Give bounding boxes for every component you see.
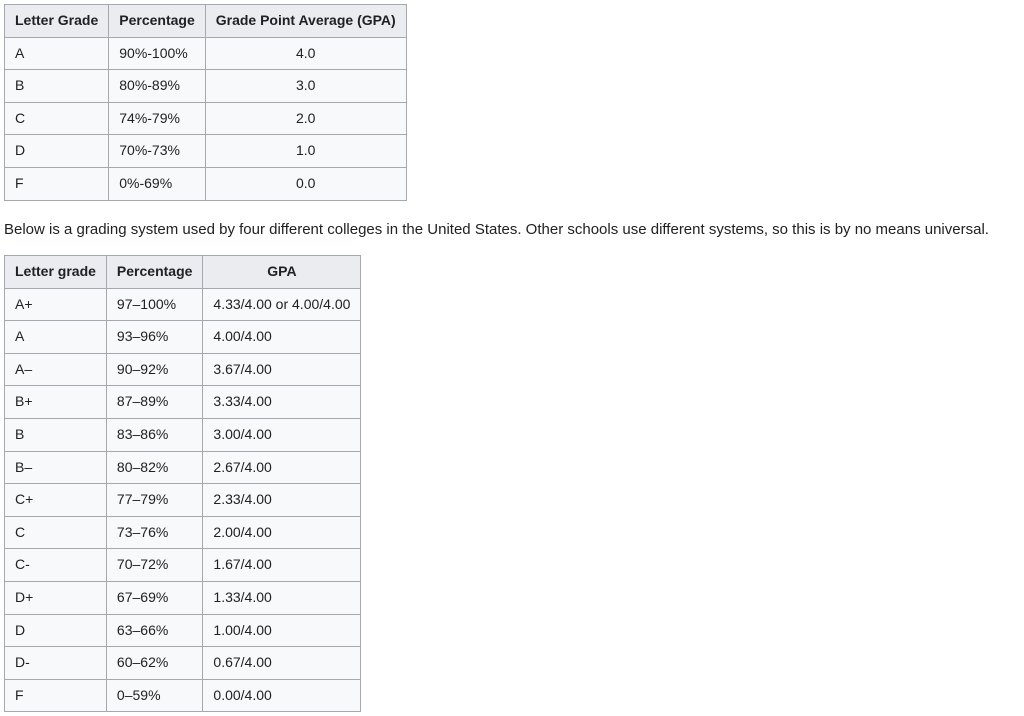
cell-percentage: 0–59%: [106, 679, 202, 712]
simple-grade-table: Letter Grade Percentage Grade Point Aver…: [4, 4, 407, 201]
table-row: B+ 87–89% 3.33/4.00: [5, 386, 361, 419]
table-row: F 0%-69% 0.0: [5, 167, 407, 200]
cell-percentage: 70%-73%: [109, 135, 205, 168]
cell-gpa: 2.00/4.00: [203, 516, 361, 549]
cell-gpa: 0.00/4.00: [203, 679, 361, 712]
cell-gpa: 0.67/4.00: [203, 647, 361, 680]
cell-letter: B: [5, 70, 109, 103]
cell-letter: A: [5, 37, 109, 70]
cell-percentage: 63–66%: [106, 614, 202, 647]
cell-percentage: 80–82%: [106, 451, 202, 484]
cell-gpa: 2.33/4.00: [203, 484, 361, 517]
cell-percentage: 90–92%: [106, 353, 202, 386]
cell-gpa: 1.00/4.00: [203, 614, 361, 647]
cell-percentage: 60–62%: [106, 647, 202, 680]
cell-gpa: 1.33/4.00: [203, 582, 361, 615]
cell-gpa: 2.0: [205, 102, 406, 135]
cell-letter: B+: [5, 386, 107, 419]
table-row: D- 60–62% 0.67/4.00: [5, 647, 361, 680]
table-row: C- 70–72% 1.67/4.00: [5, 549, 361, 582]
cell-percentage: 80%-89%: [109, 70, 205, 103]
table-row: A 90%-100% 4.0: [5, 37, 407, 70]
cell-letter: C+: [5, 484, 107, 517]
table-row: A+ 97–100% 4.33/4.00 or 4.00/4.00: [5, 288, 361, 321]
col-letter-grade: Letter grade: [5, 256, 107, 289]
col-letter-grade: Letter Grade: [5, 5, 109, 38]
cell-gpa: 4.00/4.00: [203, 321, 361, 354]
table-row: B 80%-89% 3.0: [5, 70, 407, 103]
cell-gpa: 3.33/4.00: [203, 386, 361, 419]
cell-gpa: 1.0: [205, 135, 406, 168]
table-row: C 73–76% 2.00/4.00: [5, 516, 361, 549]
cell-letter: B–: [5, 451, 107, 484]
cell-letter: C-: [5, 549, 107, 582]
table-row: D 63–66% 1.00/4.00: [5, 614, 361, 647]
cell-percentage: 90%-100%: [109, 37, 205, 70]
cell-gpa: 3.00/4.00: [203, 419, 361, 452]
cell-percentage: 77–79%: [106, 484, 202, 517]
cell-letter: F: [5, 167, 109, 200]
col-percentage: Percentage: [109, 5, 205, 38]
cell-letter: C: [5, 516, 107, 549]
cell-percentage: 0%-69%: [109, 167, 205, 200]
cell-percentage: 87–89%: [106, 386, 202, 419]
table-row: C+ 77–79% 2.33/4.00: [5, 484, 361, 517]
cell-letter: C: [5, 102, 109, 135]
cell-letter: D: [5, 135, 109, 168]
cell-letter: A+: [5, 288, 107, 321]
cell-letter: A: [5, 321, 107, 354]
cell-letter: A–: [5, 353, 107, 386]
cell-percentage: 73–76%: [106, 516, 202, 549]
table-row: A– 90–92% 3.67/4.00: [5, 353, 361, 386]
col-percentage: Percentage: [106, 256, 202, 289]
table-row: F 0–59% 0.00/4.00: [5, 679, 361, 712]
cell-gpa: 2.67/4.00: [203, 451, 361, 484]
cell-letter: D-: [5, 647, 107, 680]
cell-letter: D: [5, 614, 107, 647]
cell-percentage: 74%-79%: [109, 102, 205, 135]
cell-gpa: 4.33/4.00 or 4.00/4.00: [203, 288, 361, 321]
table-row: B 83–86% 3.00/4.00: [5, 419, 361, 452]
table-row: C 74%-79% 2.0: [5, 102, 407, 135]
cell-gpa: 3.0: [205, 70, 406, 103]
cell-letter: F: [5, 679, 107, 712]
detailed-grade-table: Letter grade Percentage GPA A+ 97–100% 4…: [4, 255, 361, 712]
cell-letter: B: [5, 419, 107, 452]
table-row: B– 80–82% 2.67/4.00: [5, 451, 361, 484]
col-gpa: Grade Point Average (GPA): [205, 5, 406, 38]
cell-gpa: 0.0: [205, 167, 406, 200]
table-row: A 93–96% 4.00/4.00: [5, 321, 361, 354]
col-gpa: GPA: [203, 256, 361, 289]
cell-percentage: 97–100%: [106, 288, 202, 321]
cell-gpa: 4.0: [205, 37, 406, 70]
table-row: D 70%-73% 1.0: [5, 135, 407, 168]
cell-percentage: 93–96%: [106, 321, 202, 354]
paragraph-grading-system-note: Below is a grading system used by four d…: [4, 219, 1020, 242]
cell-percentage: 70–72%: [106, 549, 202, 582]
cell-gpa: 3.67/4.00: [203, 353, 361, 386]
cell-letter: D+: [5, 582, 107, 615]
cell-percentage: 83–86%: [106, 419, 202, 452]
table-row: D+ 67–69% 1.33/4.00: [5, 582, 361, 615]
cell-percentage: 67–69%: [106, 582, 202, 615]
cell-gpa: 1.67/4.00: [203, 549, 361, 582]
